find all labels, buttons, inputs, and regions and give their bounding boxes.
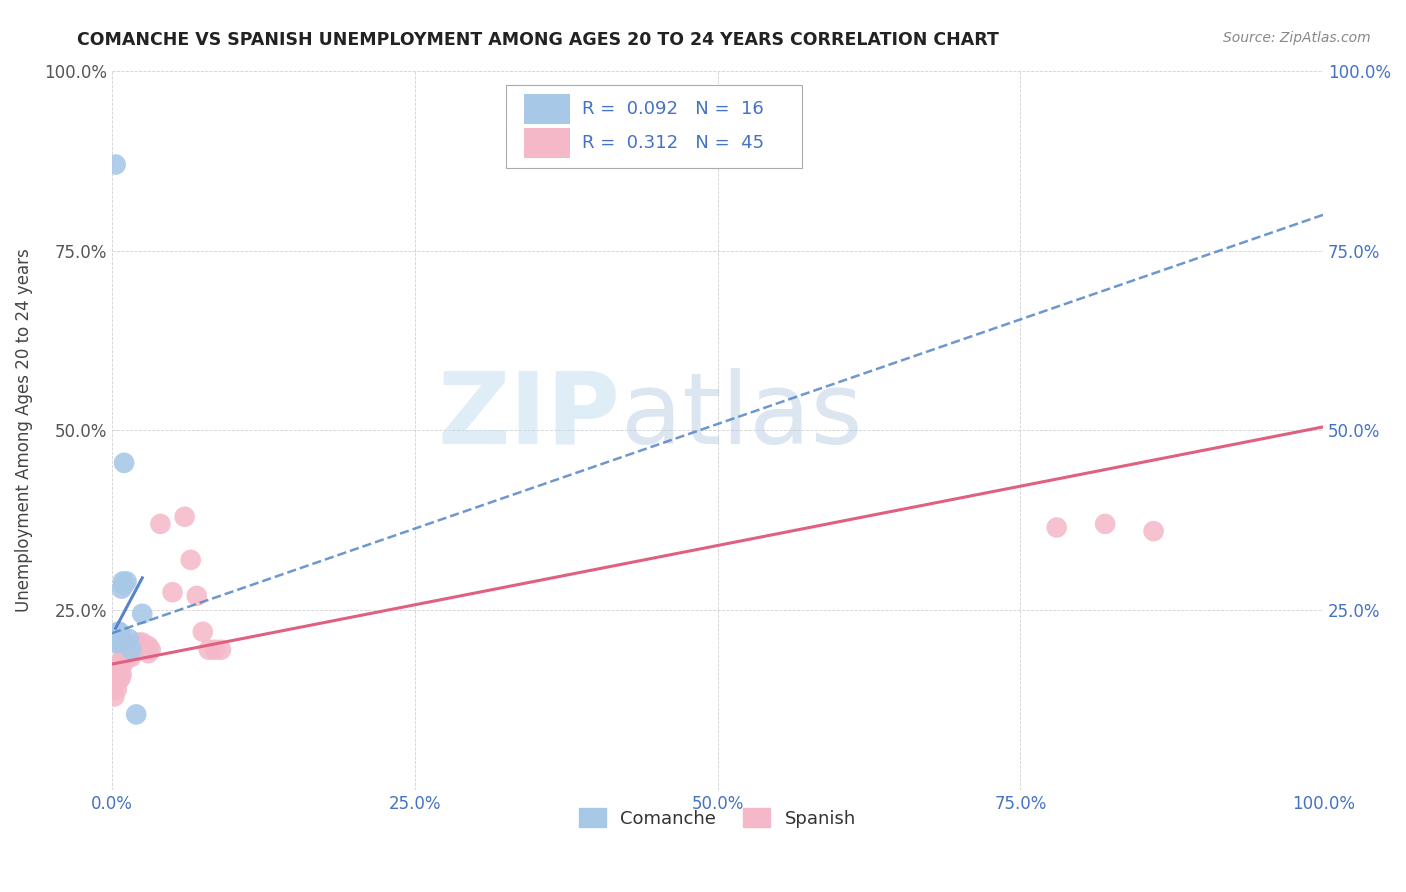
Point (104, 635, 127, 649)
Point (198, 642, 221, 657)
Point (108, 672, 131, 686)
Point (118, 646, 141, 660)
Point (209, 642, 232, 657)
Point (111, 657, 134, 672)
Point (112, 649, 135, 664)
Point (128, 635, 150, 649)
Point (115, 646, 138, 660)
Point (108, 624, 131, 639)
Point (104, 661, 127, 675)
Point (104, 157, 127, 171)
Point (120, 639, 142, 653)
Point (105, 682, 128, 697)
Point (115, 574, 138, 589)
FancyBboxPatch shape (506, 86, 803, 168)
Point (191, 624, 214, 639)
Point (111, 649, 134, 664)
Point (112, 578, 135, 592)
Point (107, 661, 129, 675)
Point (114, 649, 136, 664)
Point (120, 649, 142, 664)
Point (173, 509, 195, 524)
Point (110, 657, 132, 672)
Text: atlas: atlas (620, 368, 862, 465)
Point (129, 639, 152, 653)
Point (149, 516, 172, 531)
Point (112, 456, 135, 470)
Point (131, 635, 153, 649)
Point (107, 668, 129, 682)
Text: COMANCHE VS SPANISH UNEMPLOYMENT AMONG AGES 20 TO 24 YEARS CORRELATION CHART: COMANCHE VS SPANISH UNEMPLOYMENT AMONG A… (77, 31, 1000, 49)
Point (104, 672, 127, 686)
Point (139, 642, 162, 657)
Point (111, 668, 134, 682)
Point (1094, 516, 1116, 531)
Point (108, 635, 131, 649)
Text: R =  0.092   N =  16: R = 0.092 N = 16 (582, 100, 763, 118)
Point (110, 628, 132, 642)
Point (1046, 520, 1069, 534)
Point (111, 582, 134, 596)
Text: Source: ZipAtlas.com: Source: ZipAtlas.com (1223, 31, 1371, 45)
Legend: Comanche, Spanish: Comanche, Spanish (572, 801, 863, 835)
Point (1142, 524, 1164, 538)
Y-axis label: Unemployment Among Ages 20 to 24 years: Unemployment Among Ages 20 to 24 years (15, 249, 32, 613)
Text: ZIP: ZIP (437, 368, 620, 465)
Point (107, 672, 129, 686)
Point (117, 649, 139, 664)
Point (131, 607, 153, 621)
Point (180, 553, 202, 567)
Point (108, 657, 131, 672)
Point (103, 682, 125, 697)
Point (110, 672, 132, 686)
FancyBboxPatch shape (524, 128, 569, 158)
Point (105, 632, 128, 646)
Point (125, 707, 148, 722)
FancyBboxPatch shape (524, 94, 569, 124)
Point (125, 639, 148, 653)
Point (204, 642, 226, 657)
Point (103, 690, 125, 704)
Point (105, 672, 128, 686)
Point (120, 642, 142, 657)
Point (107, 624, 129, 639)
Text: R =  0.312   N =  45: R = 0.312 N = 45 (582, 134, 763, 152)
Point (136, 639, 159, 653)
Point (122, 642, 145, 657)
Point (112, 642, 135, 657)
Point (162, 585, 184, 599)
Point (186, 589, 208, 603)
Point (111, 574, 134, 589)
Point (136, 646, 159, 660)
Point (125, 642, 148, 657)
Point (118, 632, 141, 646)
